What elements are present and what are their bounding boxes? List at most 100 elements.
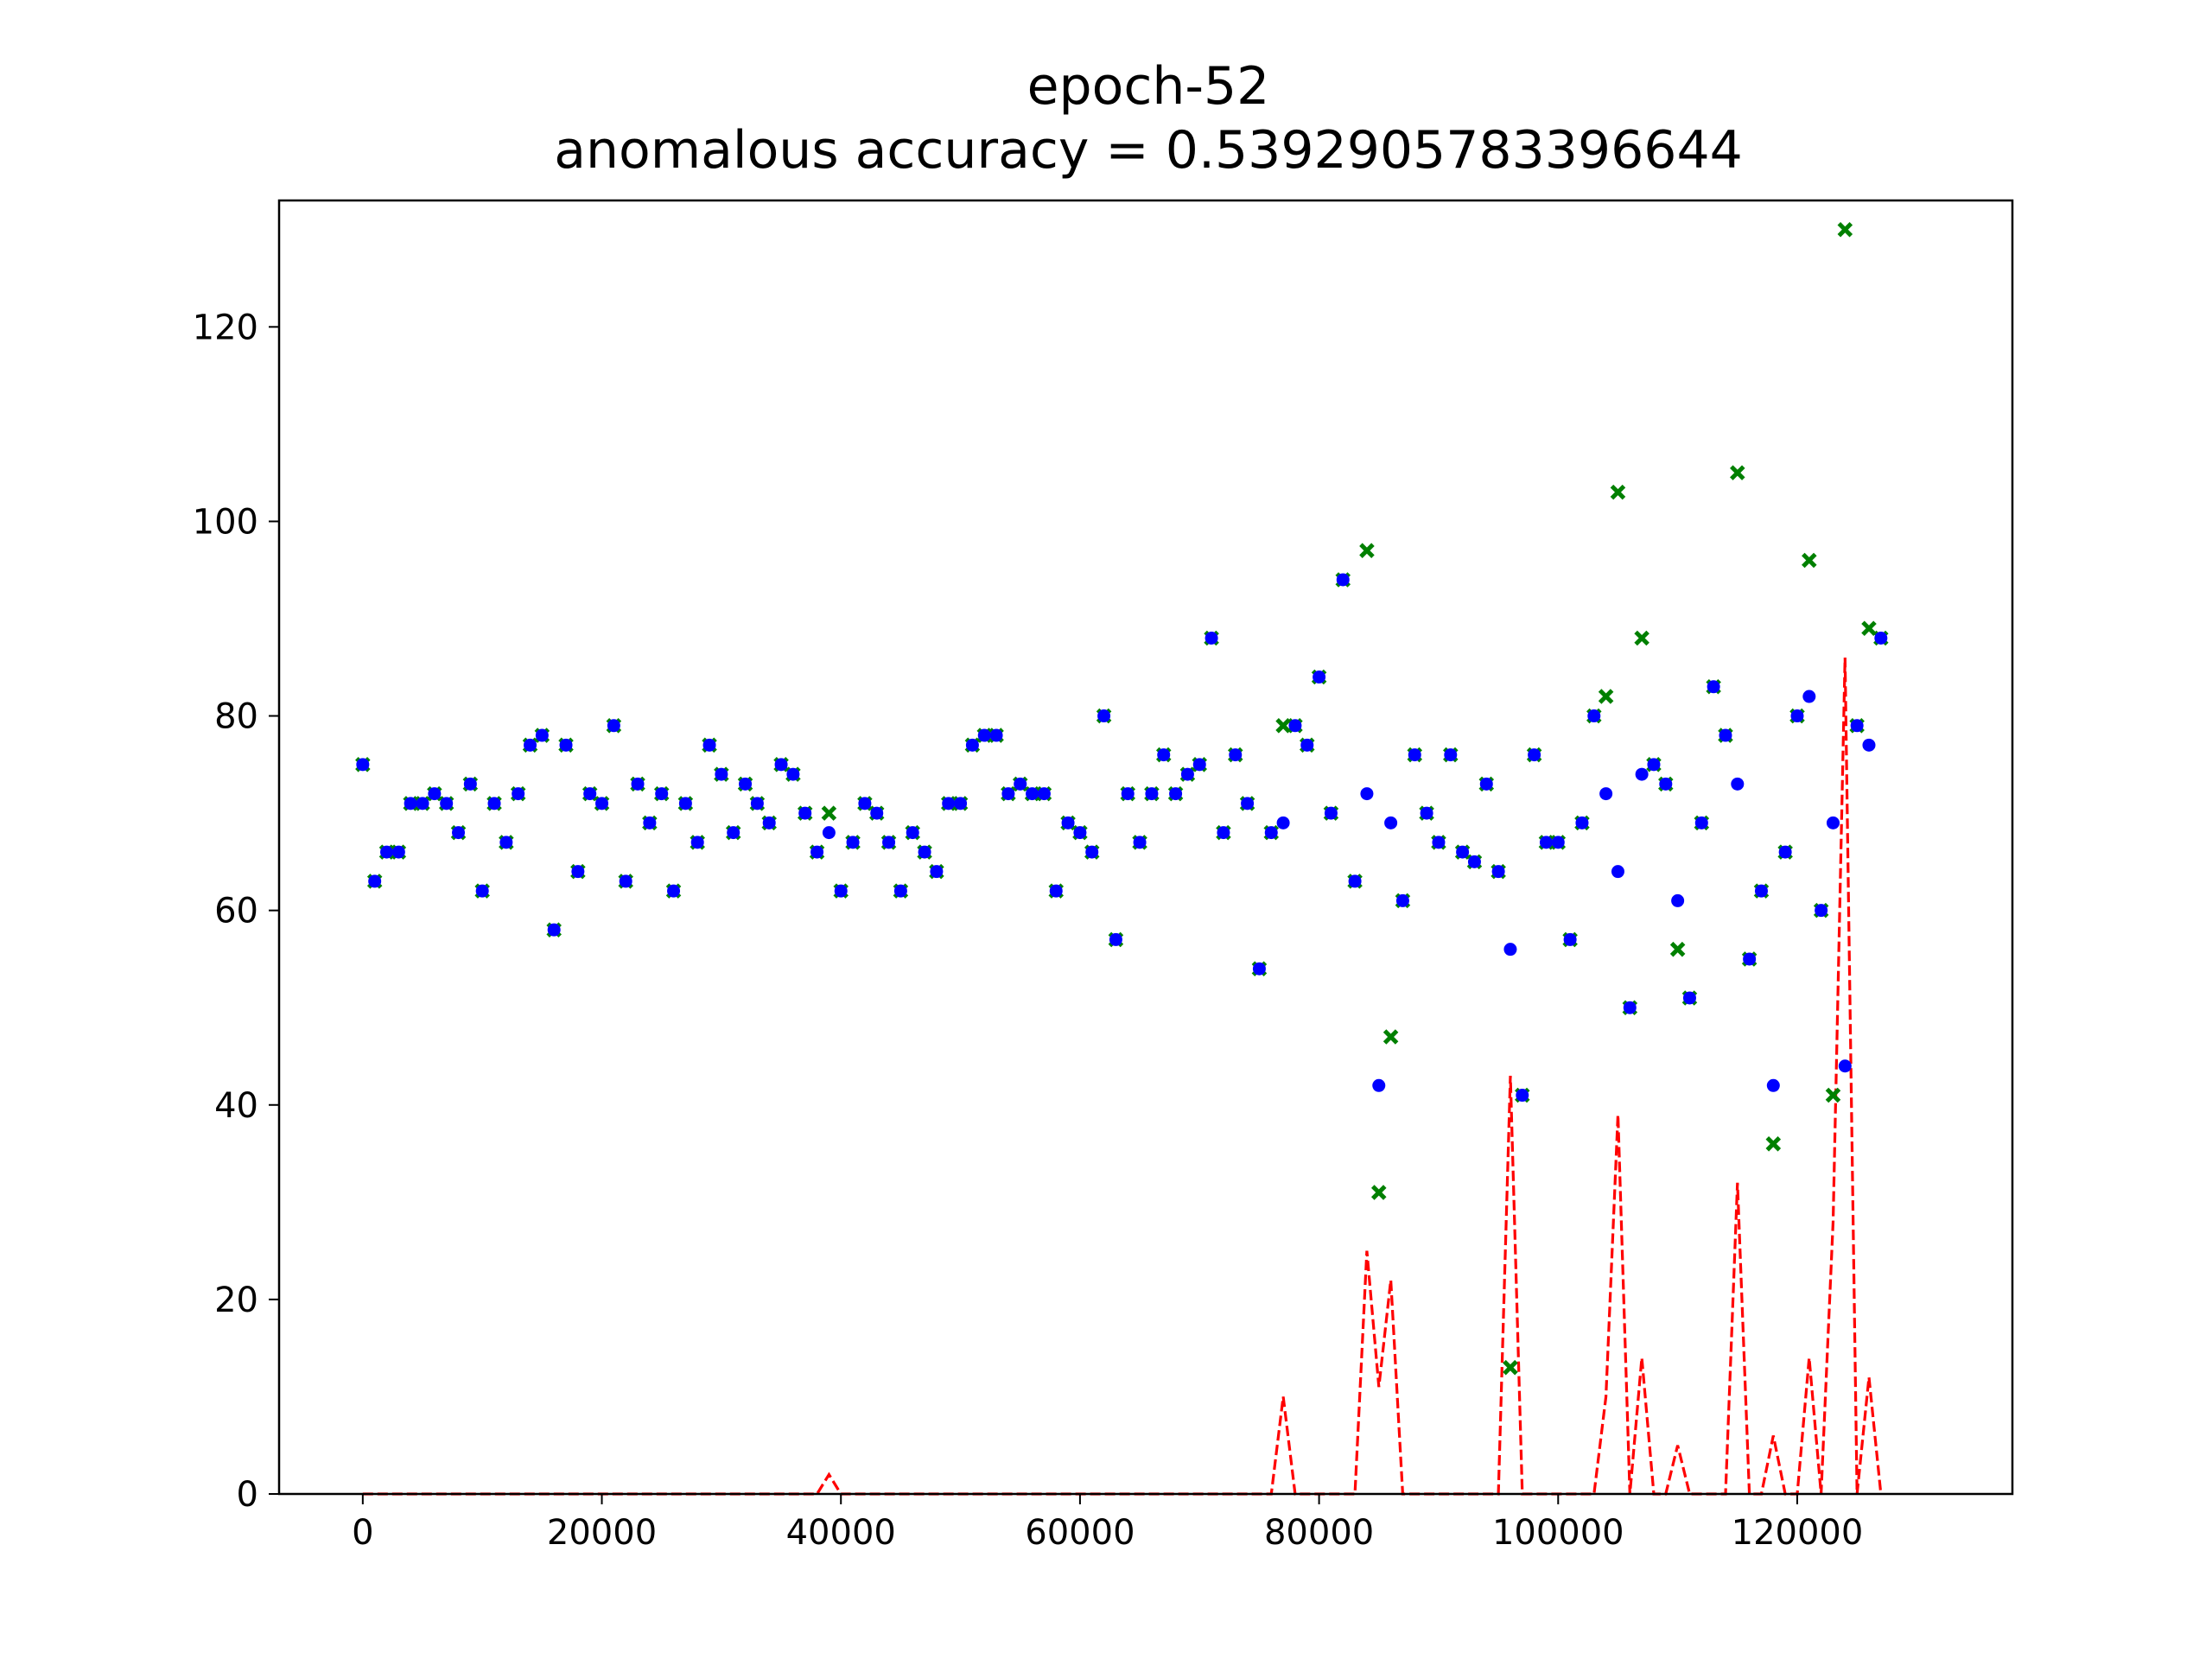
predicted-point [1229,748,1243,762]
predicted-point [1384,816,1398,830]
predicted-point [1694,816,1708,830]
x-tick-label: 100000 [1492,1513,1624,1553]
x-tick-label: 0 [352,1513,373,1553]
predicted-point [1850,719,1864,733]
predicted-point [1395,893,1409,907]
predicted-point [1575,816,1589,830]
y-tick-label: 20 [214,1281,258,1320]
predicted-point [930,865,944,879]
predicted-point [559,738,573,752]
predicted-point [1300,738,1314,752]
predicted-point [810,845,824,859]
predicted-point [1360,787,1374,801]
predicted-point [1516,1089,1529,1103]
predicted-point [1192,758,1206,772]
predicted-point [750,797,764,810]
predicted-point [1049,884,1063,898]
actual-point [1802,552,1817,569]
predicted-point [1252,962,1266,976]
predicted-point [1611,865,1624,879]
plot-frame [277,199,2014,1496]
predicted-point [906,826,919,840]
predicted-point [1121,787,1135,801]
predicted-point [571,865,585,879]
predicted-point [416,797,429,810]
predicted-point [715,767,728,781]
actual-point [1825,1087,1841,1103]
actual-point [1861,620,1877,637]
predicted-point [1169,787,1183,801]
predicted-point [535,728,549,742]
actual-point [1730,465,1745,480]
predicted-point [1157,748,1171,762]
predicted-point [739,777,753,791]
predicted-point [1623,1001,1637,1014]
predicted-point [774,758,788,772]
x-tick-label: 20000 [547,1513,657,1553]
actual-point [1837,221,1853,238]
y-tick-label: 40 [214,1086,258,1126]
predicted-point [762,816,776,830]
predicted-point [1456,845,1470,859]
predicted-point [1682,991,1696,1005]
actual-point [1669,941,1686,957]
predicted-point [1061,816,1075,830]
predicted-point [1826,816,1840,830]
predicted-point [1802,690,1816,703]
predicted-point [487,797,501,810]
predicted-point [678,797,692,810]
predicted-point [1133,836,1147,849]
actual-point [1634,630,1649,646]
predicted-point [1026,787,1039,801]
predicted-point [1241,797,1255,810]
predicted-point [1444,748,1458,762]
predicted-point [965,738,979,752]
predicted-point [1336,573,1350,587]
predicted-point [1408,748,1421,762]
predicted-point [1539,836,1553,849]
predicted-point [727,826,741,840]
x-tick-label: 60000 [1025,1513,1135,1553]
actual-point [1371,1185,1387,1200]
predicted-point [1014,777,1027,791]
y-tick-label: 80 [214,697,258,737]
actual-point [1765,1136,1782,1152]
predicted-point [619,874,632,888]
x-tick-label: 40000 [786,1513,896,1553]
x-tick-label: 80000 [1264,1513,1374,1553]
predicted-point [1037,787,1051,801]
predicted-point [643,816,657,830]
predicted-point [954,797,968,810]
predicted-point [1491,865,1505,879]
predicted-point [1790,709,1804,723]
predicted-point [1635,767,1649,781]
actual-point [1610,484,1626,500]
predicted-point [452,826,466,840]
predicted-point [1766,1078,1780,1092]
actual-point [1598,689,1614,704]
predicted-point [667,884,681,898]
y-tick-label: 60 [214,892,258,931]
predicted-point [786,767,800,781]
predicted-point [475,884,489,898]
predicted-point [1467,855,1481,868]
predicted-point [404,797,417,810]
predicted-point [463,777,477,791]
predicted-point [1707,680,1720,694]
actual-point [1275,718,1291,734]
predicted-point [1420,806,1433,820]
predicted-point [1348,874,1362,888]
predicted-point [512,787,525,801]
predicted-point [1754,884,1768,898]
predicted-point [1288,719,1302,733]
predicted-point [870,806,884,820]
predicted-point [1503,943,1517,957]
x-tick-label: 120000 [1732,1513,1864,1553]
actual-point [1359,543,1375,558]
predicted-point [499,836,513,849]
chart-title: epoch-52 [1027,56,1270,117]
predicted-point [1815,904,1828,918]
predicted-point [702,738,716,752]
actual-point [821,805,837,821]
predicted-point [1838,1059,1852,1073]
